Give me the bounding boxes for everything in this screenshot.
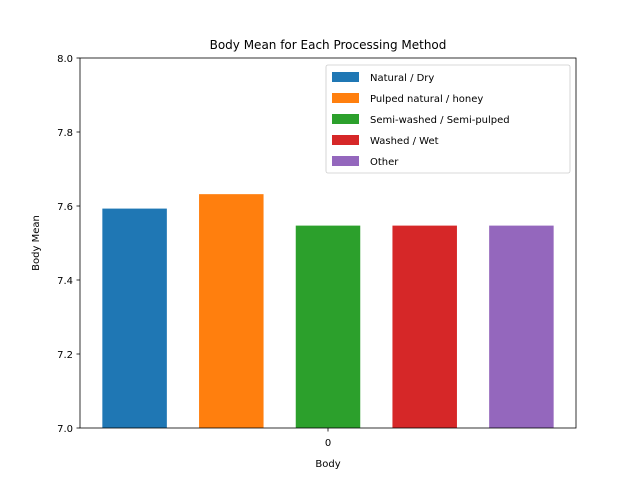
legend-label: Washed / Wet: [370, 136, 439, 147]
bar-other: [489, 225, 554, 428]
bar-semi-washed-semi-pulped: [295, 225, 361, 428]
y-tick-label: 7.4: [57, 276, 73, 287]
y-tick-label: 8.0: [57, 54, 73, 65]
y-tick-label: 7.0: [57, 424, 73, 435]
bar-pulped-natural-honey: [199, 194, 264, 428]
x-tick-label: 0: [325, 438, 331, 449]
x-axis-label: Body: [315, 459, 340, 470]
y-tick-label: 7.8: [57, 128, 73, 139]
chart-title: Body Mean for Each Processing Method: [210, 38, 447, 52]
legend-label: Semi-washed / Semi-pulped: [370, 115, 510, 126]
bar-washed-wet: [392, 225, 457, 428]
legend-label: Natural / Dry: [370, 73, 434, 84]
y-tick-label: 7.2: [57, 350, 73, 361]
legend-swatch: [332, 114, 359, 124]
legend-swatch: [332, 156, 359, 166]
legend: Natural / Dry Pulped natural / honey Semi-…: [325, 64, 571, 174]
legend-label: Other: [370, 157, 399, 168]
bars-group: [102, 194, 554, 428]
legend-swatch: [332, 135, 359, 145]
legend-label: Pulped natural / honey: [370, 94, 483, 105]
bar-natural-dry: [102, 208, 167, 428]
y-tick-label: 7.6: [57, 202, 73, 213]
legend-swatch: [332, 72, 359, 82]
x-axis: 0: [325, 428, 331, 449]
legend-swatch: [332, 93, 359, 103]
y-axis-label: Body Mean: [31, 215, 42, 271]
legend-frame: [325, 64, 571, 174]
y-axis: 7.0 7.2 7.4 7.6 7.8 8.0: [57, 54, 80, 435]
